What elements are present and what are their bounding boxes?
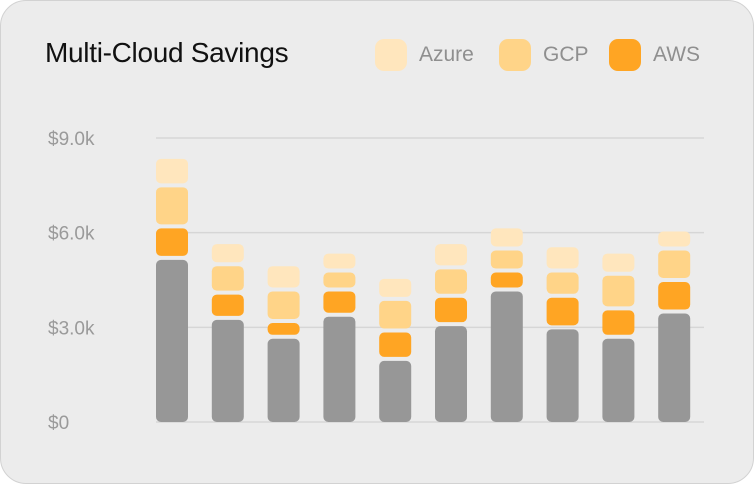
bar-segment-azure [379, 278, 412, 297]
bar-segment-base [435, 326, 467, 422]
bar-segment-base [546, 329, 579, 422]
bar-segment-aws [379, 332, 412, 357]
bar-segment-azure [267, 266, 300, 288]
y-tick-label: $3.0k [48, 318, 95, 339]
legend-swatch-gcp [499, 39, 531, 71]
legend-label-azure: Azure [419, 43, 474, 66]
bar-segment-gcp [546, 272, 579, 294]
legend-swatch-azure [375, 39, 407, 71]
bar-segment-aws [156, 228, 188, 256]
legend-item-gcp: GCP [499, 39, 589, 71]
bar-segment-base [323, 316, 356, 422]
bar-segment-base [602, 338, 635, 422]
bar-segment-aws [435, 297, 467, 323]
y-tick-label: $9.0k [48, 129, 95, 150]
bar-segment-base [156, 259, 188, 422]
y-tick-label: $6.0k [48, 224, 95, 245]
bar-segment-gcp [267, 291, 300, 320]
bar-segment-gcp [490, 250, 523, 269]
bar-segment-base [211, 319, 244, 422]
bar-segment-base [267, 338, 300, 422]
bar-segment-aws [490, 272, 523, 288]
bar-segment-azure [211, 244, 244, 263]
bar-segment-base [658, 313, 691, 422]
bar-segment-base [490, 291, 523, 422]
y-tick-label: $0 [48, 413, 69, 434]
bar-segment-aws [546, 297, 579, 326]
bar-segment-azure [490, 228, 523, 247]
bar-segment-aws [211, 294, 244, 316]
bar-segment-azure [546, 247, 579, 269]
legend-item-aws: AWS [609, 39, 700, 71]
bar-segment-azure [156, 158, 188, 184]
bar-segment-aws [267, 323, 300, 335]
legend-item-azure: Azure [375, 39, 474, 71]
bar-segment-gcp [211, 266, 244, 291]
chart-title: Multi-Cloud Savings [45, 37, 289, 68]
bar-segment-azure [323, 253, 356, 269]
bar-segment-gcp [435, 269, 467, 294]
bar-segment-gcp [156, 187, 188, 225]
bar-segment-azure [602, 253, 635, 272]
bar-segment-azure [658, 231, 691, 247]
bar-segment-gcp [323, 272, 356, 288]
bar-segment-aws [323, 291, 356, 313]
legend-label-aws: AWS [653, 43, 701, 66]
bar-segment-aws [602, 310, 635, 335]
bar-segment-base [379, 360, 412, 422]
bar-segment-gcp [658, 250, 691, 278]
bar-segment-azure [435, 244, 467, 266]
legend-label-gcp: GCP [543, 43, 589, 66]
legend-swatch-aws [609, 39, 641, 71]
bar-segment-gcp [602, 275, 635, 307]
bar-segment-aws [658, 282, 691, 310]
bar-segment-gcp [379, 300, 412, 329]
